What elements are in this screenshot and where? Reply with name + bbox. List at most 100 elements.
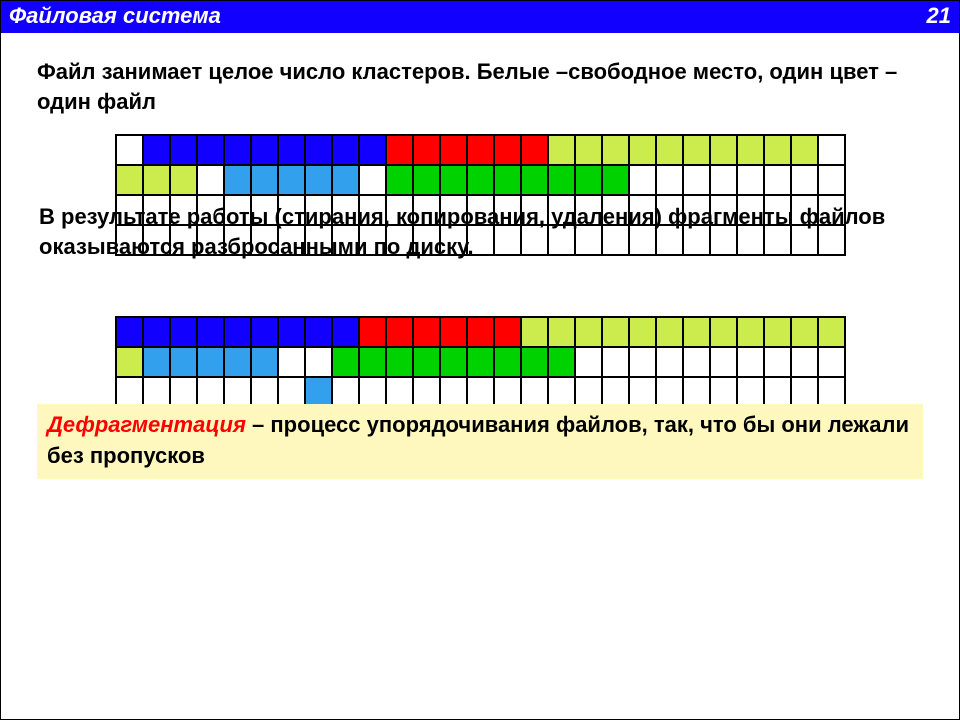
cluster-cell (359, 377, 386, 407)
cluster-cell (521, 377, 548, 407)
cluster-cell (791, 317, 818, 347)
cluster-cell (575, 135, 602, 165)
cluster-cell (440, 347, 467, 377)
cluster-cell (386, 165, 413, 195)
cluster-cell (521, 165, 548, 195)
cluster-cell (143, 347, 170, 377)
cluster-cell (764, 377, 791, 407)
cluster-cell (548, 165, 575, 195)
cluster-cell (116, 377, 143, 407)
cluster-cell (332, 165, 359, 195)
fragmentation-paragraph: В результате работы (стирания, копирован… (37, 202, 923, 261)
cluster-cell (386, 347, 413, 377)
cluster-cell (440, 317, 467, 347)
cluster-cell (251, 165, 278, 195)
cluster-cell (494, 317, 521, 347)
cluster-cell (521, 135, 548, 165)
cluster-cell (791, 377, 818, 407)
slide-page-number: 21 (927, 3, 951, 29)
cluster-cell (818, 135, 845, 165)
cluster-cell (656, 165, 683, 195)
cluster-cell (197, 317, 224, 347)
cluster-cell (116, 135, 143, 165)
cluster-cell (467, 347, 494, 377)
cluster-cell (818, 165, 845, 195)
cluster-cell (467, 317, 494, 347)
cluster-cell (197, 347, 224, 377)
cluster-cell (683, 165, 710, 195)
cluster-cell (575, 347, 602, 377)
cluster-cell (548, 135, 575, 165)
cluster-cell (602, 377, 629, 407)
cluster-cell (467, 165, 494, 195)
cluster-cell (251, 347, 278, 377)
cluster-cell (602, 135, 629, 165)
cluster-cell (629, 135, 656, 165)
cluster-cell (116, 165, 143, 195)
cluster-cell (359, 317, 386, 347)
cluster-cell (305, 165, 332, 195)
cluster-cell (116, 347, 143, 377)
cluster-cell (494, 165, 521, 195)
cluster-cell (575, 317, 602, 347)
cluster-cell (278, 377, 305, 407)
cluster-cell (359, 347, 386, 377)
cluster-cell (332, 347, 359, 377)
cluster-cell (494, 377, 521, 407)
cluster-cell (818, 347, 845, 377)
cluster-cell (224, 377, 251, 407)
cluster-cell (170, 347, 197, 377)
cluster-cell (332, 317, 359, 347)
cluster-cell (548, 317, 575, 347)
cluster-cell (764, 135, 791, 165)
cluster-cell (467, 377, 494, 407)
cluster-cell (251, 377, 278, 407)
cluster-cell (791, 347, 818, 377)
cluster-cell (197, 377, 224, 407)
cluster-cell (116, 317, 143, 347)
definition-term: Дефрагментация (47, 412, 246, 437)
cluster-cell (224, 347, 251, 377)
cluster-cell (143, 377, 170, 407)
cluster-cell (521, 317, 548, 347)
slide: Файловая система 21 Файл занимает целое … (0, 0, 960, 720)
cluster-cell (224, 135, 251, 165)
cluster-cell (710, 347, 737, 377)
cluster-cell (710, 165, 737, 195)
cluster-cell (332, 135, 359, 165)
cluster-cell (656, 377, 683, 407)
definition-box: Дефрагментация – процесс упорядочивания … (37, 404, 923, 480)
cluster-cell (224, 165, 251, 195)
cluster-cell (386, 135, 413, 165)
cluster-cell (278, 165, 305, 195)
cluster-cell (413, 347, 440, 377)
cluster-cell (305, 135, 332, 165)
cluster-cell (575, 165, 602, 195)
cluster-cell (548, 347, 575, 377)
cluster-cell (494, 135, 521, 165)
cluster-cell (359, 165, 386, 195)
cluster-cell (818, 317, 845, 347)
cluster-cell (764, 317, 791, 347)
cluster-cell (143, 135, 170, 165)
cluster-cell (737, 165, 764, 195)
cluster-cell (305, 347, 332, 377)
cluster-cell (359, 135, 386, 165)
cluster-cell (332, 377, 359, 407)
cluster-cell (197, 165, 224, 195)
cluster-cell (413, 377, 440, 407)
cluster-cell (143, 317, 170, 347)
cluster-cell (629, 347, 656, 377)
cluster-cell (737, 377, 764, 407)
cluster-cell (737, 347, 764, 377)
cluster-cell (521, 347, 548, 377)
cluster-cell (467, 135, 494, 165)
cluster-cell (656, 317, 683, 347)
cluster-cell (305, 317, 332, 347)
cluster-cell (683, 317, 710, 347)
cluster-cell (737, 135, 764, 165)
cluster-cell (764, 347, 791, 377)
cluster-cell (494, 347, 521, 377)
cluster-cell (602, 317, 629, 347)
cluster-cell (710, 377, 737, 407)
